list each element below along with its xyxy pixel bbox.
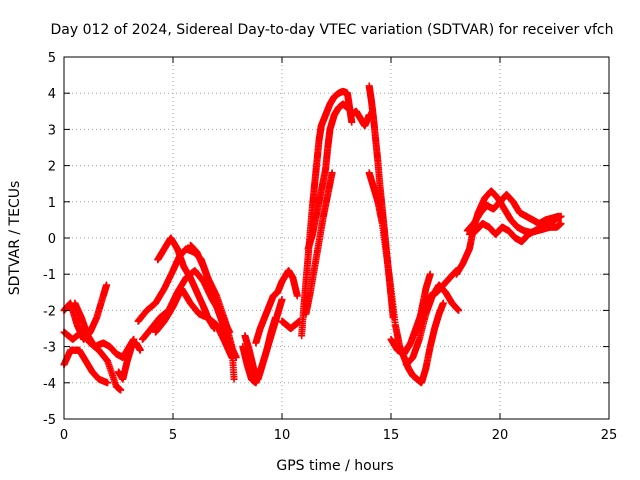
series-track-l xyxy=(241,314,279,383)
series-track-r xyxy=(348,107,373,130)
data-point xyxy=(348,118,356,126)
data-point xyxy=(210,325,218,332)
y-tick-label: 1 xyxy=(48,196,56,211)
series-track-d xyxy=(71,299,138,361)
y-tick-label: 0 xyxy=(48,232,56,247)
series-track-z xyxy=(465,212,565,246)
data-point xyxy=(439,299,447,307)
data-point xyxy=(104,379,112,387)
y-tick-label: -3 xyxy=(43,341,56,356)
x-tick-label: 20 xyxy=(492,428,509,443)
data-point xyxy=(103,281,111,289)
y-tick-label: 3 xyxy=(48,123,56,138)
series-track-p xyxy=(304,100,351,253)
data-point xyxy=(271,314,279,322)
data-point xyxy=(136,346,144,354)
data-point xyxy=(557,220,565,228)
series-track-i xyxy=(154,234,218,332)
data-point xyxy=(557,212,565,220)
data-point xyxy=(230,375,238,383)
y-tick-label: -5 xyxy=(43,413,56,428)
series-track-m xyxy=(252,267,301,347)
x-axis-label: GPS time / hours xyxy=(276,458,393,474)
axis-ticks: -5 -4 -3 -2 -1 0 1 2 3 4 5 0 5 10 15 20 25 xyxy=(43,51,617,443)
x-tick-label: 5 xyxy=(169,428,177,443)
series-track-o xyxy=(298,87,356,340)
series-track-h xyxy=(152,285,236,361)
x-tick-label: 10 xyxy=(274,428,291,443)
y-tick-label: 5 xyxy=(48,51,56,66)
series-track-j xyxy=(186,241,240,361)
chart-title: Day 012 of 2024, Sidereal Day-to-day VTE… xyxy=(50,22,613,38)
series-track-v xyxy=(402,281,463,369)
series-track-t xyxy=(365,169,447,387)
data-point xyxy=(278,296,286,304)
data-point xyxy=(343,104,351,112)
series-track-e xyxy=(115,339,144,383)
data-point xyxy=(293,292,301,300)
data-series xyxy=(60,82,565,394)
y-tick-label: 4 xyxy=(48,87,56,102)
series-track-w xyxy=(413,270,434,336)
y-tick-label: -2 xyxy=(43,304,56,319)
data-point xyxy=(426,270,434,278)
series-track-q xyxy=(302,169,336,318)
y-tick-label: -1 xyxy=(43,268,56,283)
data-point xyxy=(328,169,336,177)
x-tick-label: 25 xyxy=(601,428,618,443)
y-tick-label: 2 xyxy=(48,160,56,175)
series-track-n xyxy=(278,317,303,332)
data-point xyxy=(232,353,240,361)
data-point xyxy=(455,306,463,314)
x-tick-label: 15 xyxy=(383,428,400,443)
y-tick-label: -4 xyxy=(43,377,56,392)
x-tick-label: 0 xyxy=(60,428,68,443)
data-point xyxy=(117,386,125,394)
y-axis-label: SDTVAR / TECUs xyxy=(7,181,23,296)
